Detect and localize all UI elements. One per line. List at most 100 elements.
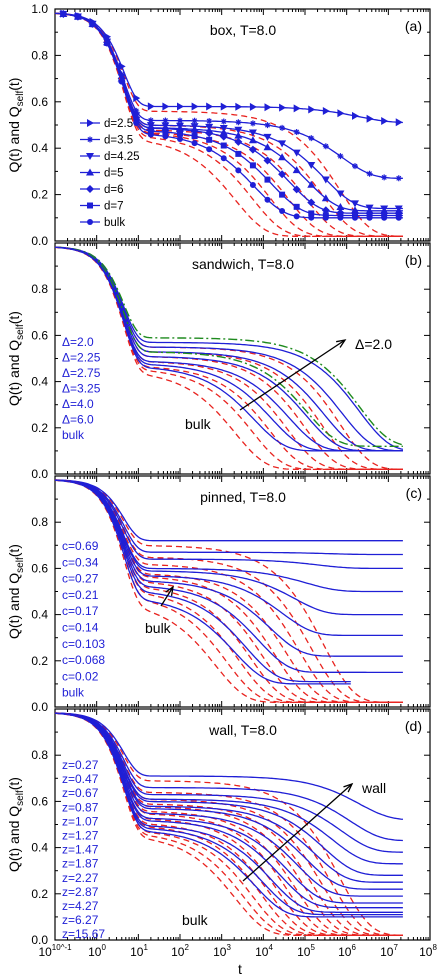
legend-label: Δ=2.75	[62, 366, 101, 380]
data-marker	[292, 149, 301, 157]
data-marker	[205, 129, 214, 138]
panel-1: 0.0 0.2 0.4 0.6 0.8 Q(t) and Qself(t) sandwich…	[6, 242, 431, 481]
legend-label: z=0.87	[62, 800, 99, 814]
data-marker	[279, 124, 286, 131]
series-line	[54, 12, 403, 179]
data-marker	[366, 114, 374, 123]
data-marker	[249, 120, 256, 127]
x-axis-label: t	[238, 961, 242, 977]
annotation-arrowhead	[336, 339, 347, 348]
series-lines	[54, 712, 403, 937]
data-marker	[308, 135, 315, 142]
annotation-label: Δ=2.0	[355, 336, 392, 352]
legend-label: c=0.27	[62, 572, 99, 586]
y-tick-label: 0.6	[31, 794, 48, 808]
data-marker	[263, 156, 272, 165]
series-line	[54, 479, 403, 556]
data-marker	[264, 176, 271, 183]
legend-label: z=1.27	[62, 829, 99, 843]
annotation-arrowhead	[165, 585, 174, 596]
annotation-arrowhead	[343, 782, 354, 793]
y-tick-label: 0.6	[31, 95, 48, 109]
legend-label: c=0.068	[62, 653, 105, 667]
data-marker	[87, 119, 94, 127]
self-series-line	[54, 712, 403, 937]
panel-3: 0.0 0.2 0.4 0.6 0.8 Q(t) and Qself(t) wall, T=…	[6, 708, 431, 947]
x-tick-label: 103	[213, 943, 231, 959]
x-tick-label: 104	[255, 943, 273, 959]
panel-title: sandwich, T=8.0	[192, 256, 294, 272]
legend-label: bulk	[104, 217, 125, 229]
data-marker	[162, 129, 169, 136]
legend-label: Δ=4.0	[62, 397, 94, 411]
legend-label: z=15.67	[62, 927, 105, 941]
data-marker	[278, 140, 287, 148]
data-marker	[249, 162, 256, 169]
data-marker	[264, 122, 271, 129]
data-marker	[336, 190, 345, 198]
y-axis-label: Q(t) and Qself(t)	[6, 311, 26, 406]
series-line	[54, 712, 403, 897]
data-marker	[133, 94, 141, 103]
self-series-line	[54, 712, 403, 937]
self-series-line	[54, 712, 403, 937]
data-marker	[278, 170, 287, 179]
panel-2: 0.0 0.2 0.4 0.6 0.8 Q(t) and Qself(t) pinned, …	[6, 475, 431, 714]
data-marker	[278, 153, 287, 161]
data-marker	[249, 181, 256, 188]
y-tick-label: 0.8	[31, 748, 48, 762]
x-tick-label: 105	[297, 943, 315, 959]
data-marker	[191, 117, 198, 124]
annotation-arrow	[242, 783, 353, 882]
data-marker	[220, 102, 228, 111]
self-series-line	[54, 12, 403, 238]
x-tick-labels: 1010^-1 100 101 102 103 104 105 106 107 …	[38, 943, 437, 959]
x-tick-label: 107	[380, 943, 398, 959]
series-line	[54, 479, 403, 542]
data-marker	[322, 143, 329, 150]
series-line	[54, 479, 403, 616]
data-marker	[74, 13, 81, 20]
legend-label: z=2.87	[62, 885, 99, 899]
data-marker	[118, 78, 125, 85]
x-tick-label: 1010^-1	[38, 943, 72, 959]
data-marker	[104, 40, 111, 47]
panel-title: wall, T=8.0	[208, 722, 277, 738]
data-marker	[292, 166, 301, 174]
annotation-arrow	[239, 339, 346, 411]
legend-label: z=1.87	[62, 857, 99, 871]
y-tick-label: 0.2	[31, 654, 48, 668]
data-marker	[337, 214, 344, 221]
y-tick-label: 0.0	[31, 933, 48, 947]
legend: z=0.27z=0.47z=0.67z=0.87z=1.07z=1.27z=1.…	[62, 758, 105, 941]
annotation-label: wall	[361, 780, 386, 796]
legend-label: d=3.5	[104, 135, 133, 147]
series-line	[54, 712, 403, 890]
series-line	[54, 479, 403, 570]
data-marker	[395, 214, 402, 221]
y-tick-label: 0.4	[31, 841, 48, 855]
data-marker	[87, 136, 93, 143]
data-marker	[336, 202, 345, 210]
y-tick-label: 0.2	[31, 887, 48, 901]
data-marker	[147, 131, 154, 138]
data-marker	[191, 133, 198, 140]
self-series-line	[54, 712, 403, 937]
data-marker	[133, 107, 140, 114]
data-marker	[60, 11, 67, 18]
data-marker	[321, 194, 330, 202]
data-marker	[220, 142, 227, 149]
data-marker	[337, 109, 345, 118]
data-marker	[177, 102, 184, 111]
data-marker	[263, 143, 272, 151]
series-line	[54, 712, 403, 918]
data-marker	[89, 21, 96, 28]
data-marker	[308, 210, 315, 217]
panel-letter: (a)	[405, 18, 422, 34]
y-tick-label: 0.6	[31, 328, 48, 342]
y-tick-label: 0.8	[31, 515, 48, 529]
x-tick-label: 108	[419, 943, 437, 959]
annotation-label: bulk	[145, 620, 172, 636]
y-tick-label: 0.6	[31, 561, 48, 575]
y-axis-label: Q(t) and Qself(t)	[6, 544, 26, 639]
